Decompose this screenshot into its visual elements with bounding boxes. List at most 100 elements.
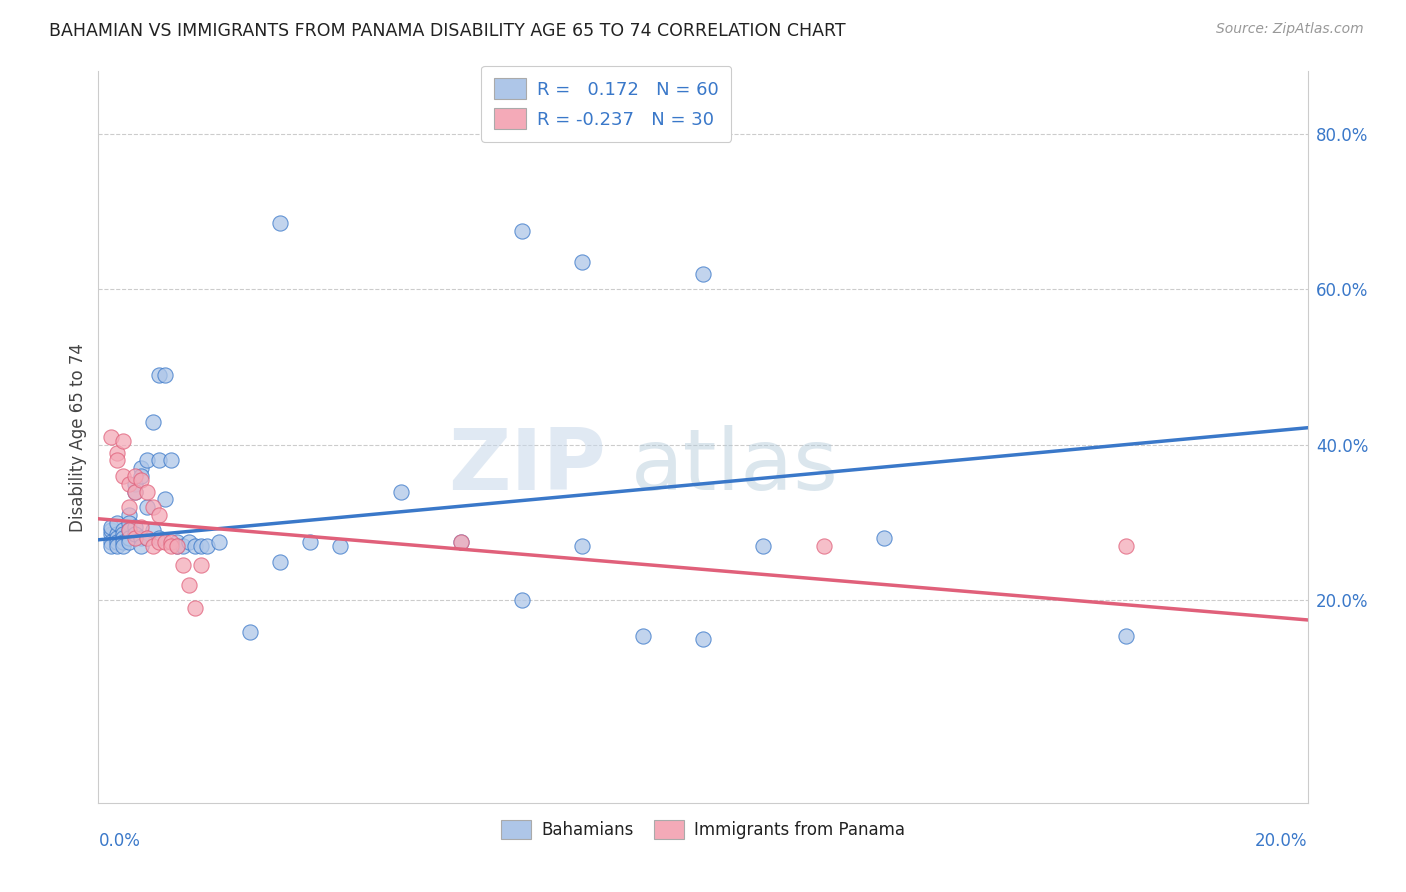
- Point: [142, 539, 165, 553]
- Point: [153, 492, 176, 507]
- Point: [190, 539, 212, 553]
- Point: [111, 527, 134, 541]
- Point: [166, 535, 188, 549]
- Point: [692, 267, 714, 281]
- Point: [118, 500, 141, 515]
- Point: [329, 539, 352, 553]
- Point: [118, 524, 141, 538]
- Point: [148, 368, 170, 382]
- Point: [184, 539, 207, 553]
- Point: [111, 524, 134, 538]
- Point: [1115, 539, 1137, 553]
- Point: [111, 469, 134, 483]
- Point: [269, 216, 291, 230]
- Point: [510, 593, 533, 607]
- Point: [105, 453, 128, 467]
- Point: [105, 531, 128, 545]
- Text: atlas: atlas: [630, 425, 838, 508]
- Point: [111, 535, 134, 549]
- Point: [100, 430, 122, 444]
- Text: 20.0%: 20.0%: [1256, 832, 1308, 850]
- Point: [148, 508, 170, 522]
- Point: [450, 535, 472, 549]
- Point: [269, 555, 291, 569]
- Point: [105, 516, 128, 530]
- Point: [172, 539, 194, 553]
- Point: [129, 531, 152, 545]
- Point: [118, 508, 141, 522]
- Point: [299, 535, 322, 549]
- Point: [135, 500, 157, 515]
- Point: [190, 558, 212, 573]
- Point: [389, 484, 412, 499]
- Text: ZIP: ZIP: [449, 425, 606, 508]
- Point: [172, 558, 194, 573]
- Point: [148, 531, 170, 545]
- Point: [450, 535, 472, 549]
- Point: [100, 519, 122, 533]
- Point: [135, 484, 157, 499]
- Point: [571, 255, 593, 269]
- Point: [571, 539, 593, 553]
- Point: [692, 632, 714, 647]
- Point: [135, 453, 157, 467]
- Point: [142, 415, 165, 429]
- Point: [153, 535, 176, 549]
- Point: [148, 535, 170, 549]
- Point: [160, 539, 183, 553]
- Point: [153, 368, 176, 382]
- Point: [118, 531, 141, 545]
- Point: [124, 527, 146, 541]
- Point: [100, 524, 122, 538]
- Point: [160, 535, 183, 549]
- Point: [111, 434, 134, 448]
- Point: [166, 539, 188, 553]
- Point: [124, 476, 146, 491]
- Point: [135, 531, 157, 545]
- Point: [166, 539, 188, 553]
- Legend: Bahamians, Immigrants from Panama: Bahamians, Immigrants from Panama: [495, 814, 911, 846]
- Point: [111, 539, 134, 553]
- Point: [631, 628, 654, 642]
- Point: [510, 224, 533, 238]
- Point: [100, 535, 122, 549]
- Point: [118, 535, 141, 549]
- Point: [100, 539, 122, 553]
- Point: [100, 527, 122, 541]
- Point: [118, 476, 141, 491]
- Point: [124, 484, 146, 499]
- Point: [160, 453, 183, 467]
- Text: 0.0%: 0.0%: [98, 832, 141, 850]
- Point: [129, 469, 152, 483]
- Point: [129, 473, 152, 487]
- Point: [129, 519, 152, 533]
- Point: [129, 461, 152, 475]
- Point: [105, 527, 128, 541]
- Point: [239, 624, 262, 639]
- Point: [124, 484, 146, 499]
- Point: [124, 519, 146, 533]
- Text: BAHAMIAN VS IMMIGRANTS FROM PANAMA DISABILITY AGE 65 TO 74 CORRELATION CHART: BAHAMIAN VS IMMIGRANTS FROM PANAMA DISAB…: [49, 22, 846, 40]
- Point: [135, 531, 157, 545]
- Point: [129, 539, 152, 553]
- Point: [1115, 628, 1137, 642]
- Point: [813, 539, 835, 553]
- Point: [105, 445, 128, 459]
- Point: [142, 500, 165, 515]
- Point: [124, 531, 146, 545]
- Point: [208, 535, 231, 549]
- Point: [142, 524, 165, 538]
- Point: [105, 539, 128, 553]
- Point: [105, 535, 128, 549]
- Point: [179, 578, 201, 592]
- Point: [148, 453, 170, 467]
- Point: [124, 469, 146, 483]
- Text: Source: ZipAtlas.com: Source: ZipAtlas.com: [1216, 22, 1364, 37]
- Point: [179, 535, 201, 549]
- Point: [111, 531, 134, 545]
- Point: [184, 601, 207, 615]
- Y-axis label: Disability Age 65 to 74: Disability Age 65 to 74: [69, 343, 87, 532]
- Point: [873, 531, 896, 545]
- Point: [118, 516, 141, 530]
- Point: [195, 539, 218, 553]
